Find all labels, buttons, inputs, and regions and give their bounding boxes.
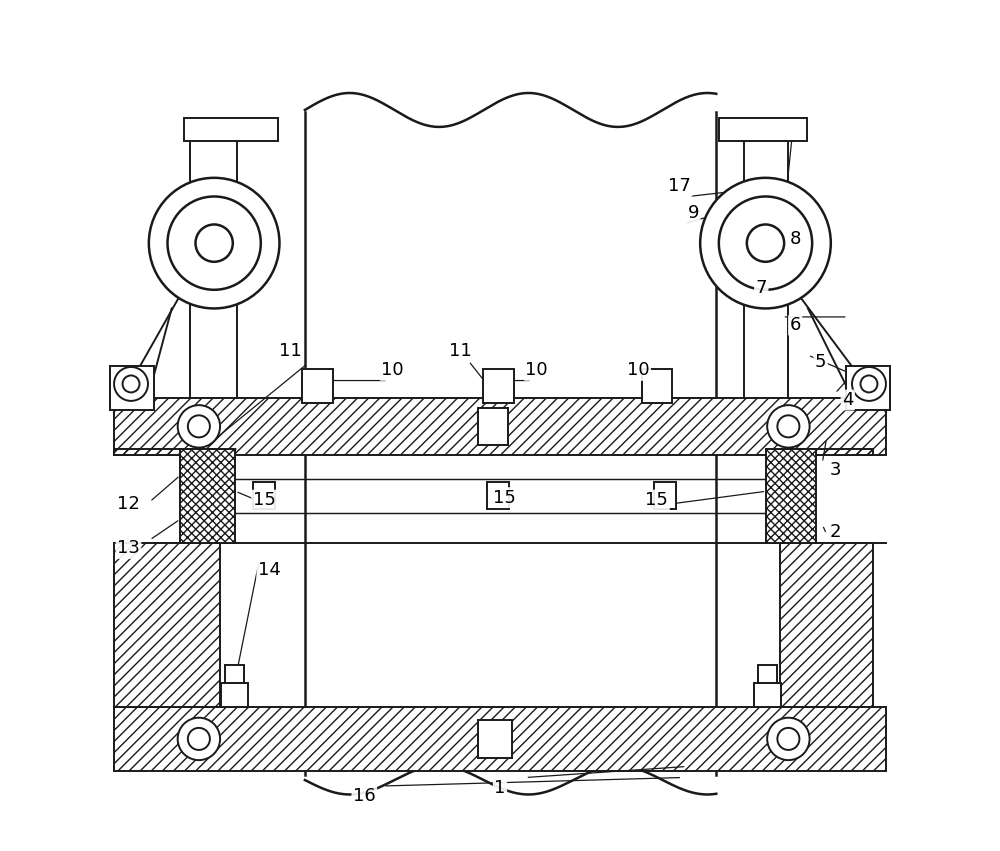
Text: 12: 12 xyxy=(117,494,140,512)
Circle shape xyxy=(178,405,220,448)
Bar xyxy=(478,408,508,445)
Text: 7: 7 xyxy=(756,279,767,297)
Bar xyxy=(180,449,235,543)
Circle shape xyxy=(719,197,812,290)
Circle shape xyxy=(747,225,784,262)
Text: 6: 6 xyxy=(789,317,801,334)
Text: 15: 15 xyxy=(493,488,516,506)
Circle shape xyxy=(188,728,210,750)
Text: 5: 5 xyxy=(815,353,826,371)
Bar xyxy=(754,683,781,707)
Circle shape xyxy=(700,178,831,308)
Bar xyxy=(642,368,672,403)
Bar xyxy=(780,449,873,455)
Bar xyxy=(478,720,512,757)
Bar xyxy=(225,665,244,683)
Circle shape xyxy=(767,405,810,448)
Bar xyxy=(114,449,220,455)
Bar xyxy=(221,683,248,707)
Text: 9: 9 xyxy=(688,204,699,222)
Bar xyxy=(302,368,333,403)
Text: 15: 15 xyxy=(645,491,668,509)
Circle shape xyxy=(852,367,886,401)
Text: 10: 10 xyxy=(627,362,650,380)
Text: 3: 3 xyxy=(829,460,841,478)
Circle shape xyxy=(167,197,261,290)
Bar xyxy=(766,449,816,543)
Text: 15: 15 xyxy=(253,491,276,509)
Text: 16: 16 xyxy=(353,787,376,805)
Text: 14: 14 xyxy=(258,561,281,579)
Text: 10: 10 xyxy=(381,362,404,380)
Bar xyxy=(253,483,275,510)
Text: 10: 10 xyxy=(525,362,548,380)
Bar xyxy=(483,368,514,403)
Bar xyxy=(114,397,886,455)
Text: 13: 13 xyxy=(117,540,140,557)
Text: 4: 4 xyxy=(842,391,854,409)
Text: 17: 17 xyxy=(668,177,691,195)
Text: 1: 1 xyxy=(494,779,506,797)
Bar xyxy=(114,543,220,707)
Text: 11: 11 xyxy=(449,342,472,360)
Bar xyxy=(114,397,886,455)
Bar xyxy=(487,483,509,510)
Circle shape xyxy=(777,415,799,437)
Bar xyxy=(110,366,154,410)
Bar xyxy=(114,707,886,771)
Circle shape xyxy=(195,225,233,262)
Bar xyxy=(846,366,890,410)
Bar xyxy=(114,449,220,455)
Text: 2: 2 xyxy=(829,523,841,540)
Bar xyxy=(766,449,816,543)
Bar xyxy=(719,117,807,141)
Circle shape xyxy=(149,178,279,308)
Bar xyxy=(780,543,873,707)
Circle shape xyxy=(114,367,148,401)
Bar xyxy=(114,707,886,771)
Bar xyxy=(780,543,873,707)
Bar xyxy=(758,665,777,683)
Circle shape xyxy=(767,717,810,760)
Circle shape xyxy=(188,415,210,437)
Text: 8: 8 xyxy=(789,230,801,248)
Bar xyxy=(184,117,278,141)
Circle shape xyxy=(777,728,799,750)
Circle shape xyxy=(860,375,877,392)
Text: 11: 11 xyxy=(279,342,302,360)
Circle shape xyxy=(178,717,220,760)
Bar xyxy=(180,449,235,543)
Bar xyxy=(114,543,220,707)
Bar xyxy=(780,449,873,455)
Circle shape xyxy=(123,375,140,392)
Bar xyxy=(654,483,676,510)
